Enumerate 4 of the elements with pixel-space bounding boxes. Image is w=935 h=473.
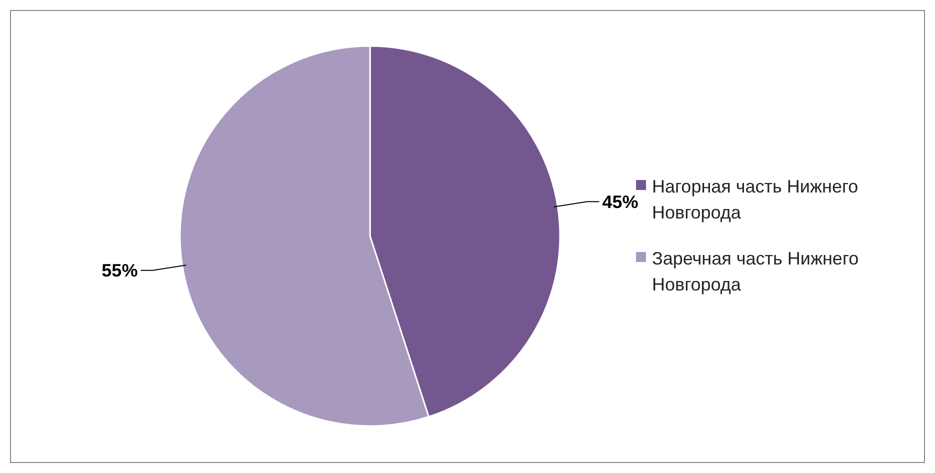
legend-label: Нагорная часть Нижнего Новгорода <box>652 176 858 222</box>
legend-label: Заречная часть Нижнего Новгорода <box>652 248 859 294</box>
data-label: 45% <box>602 192 638 212</box>
data-label: 55% <box>102 260 138 281</box>
